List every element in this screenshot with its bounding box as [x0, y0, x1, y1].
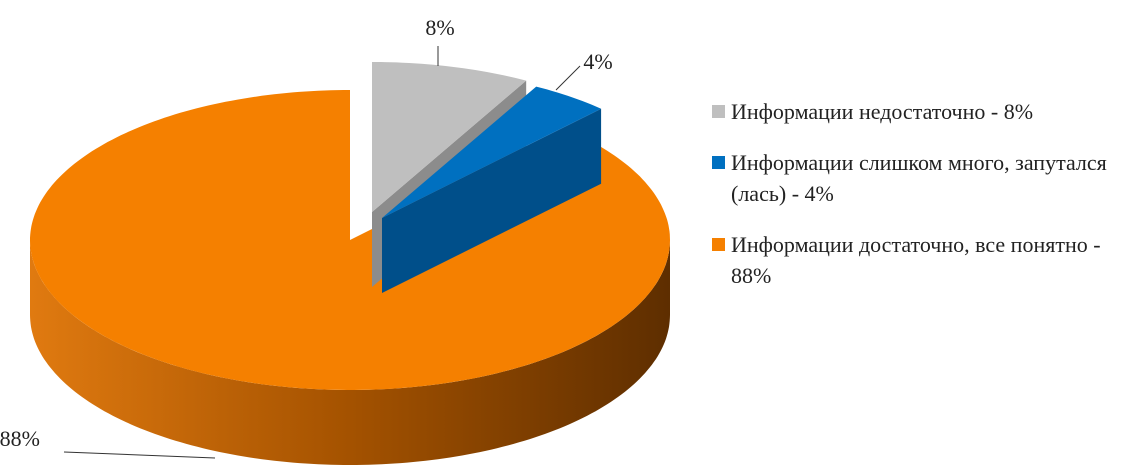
legend-entry: Информации достаточно, все понятно - 88% — [712, 229, 1122, 291]
legend-swatch — [712, 105, 725, 118]
data-label: 88% — [0, 426, 40, 451]
slice — [372, 62, 527, 212]
slice-wall — [382, 108, 602, 293]
legend-label: Информации достаточно, все понятно - 88% — [731, 232, 1101, 288]
data-label: 8% — [425, 15, 454, 40]
legend-label: Информации недостаточно - 8% — [731, 99, 1034, 124]
slice — [382, 86, 602, 218]
legend-swatch — [712, 156, 725, 169]
legend-swatch — [712, 238, 725, 251]
leader-line — [555, 65, 581, 91]
legend: Информации недостаточно - 8% Информации с… — [712, 96, 1122, 311]
legend-entry: Информации недостаточно - 8% — [712, 96, 1122, 127]
leader-line — [63, 451, 216, 459]
legend-entry: Информации слишком много, запутался (лас… — [712, 147, 1122, 209]
legend-label: Информации слишком много, запутался (лас… — [731, 150, 1107, 206]
data-label: 4% — [583, 49, 612, 74]
slice-side — [30, 240, 670, 465]
